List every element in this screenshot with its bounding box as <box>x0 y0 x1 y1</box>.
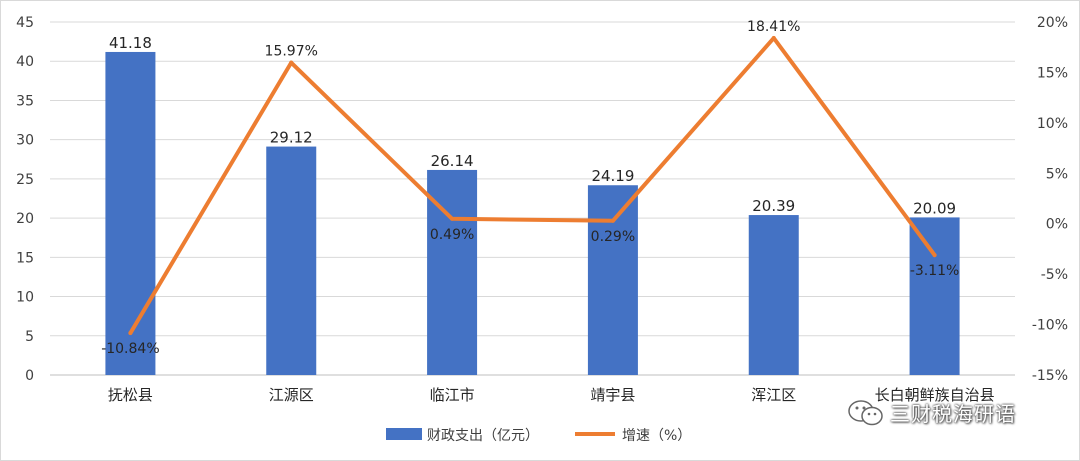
gridlines <box>50 21 1015 376</box>
bar-value-label: 20.39 <box>752 197 795 215</box>
left-tick-label: 15 <box>16 250 34 266</box>
right-tick-label: 0% <box>1046 217 1068 233</box>
right-tick-label: -5% <box>1041 267 1068 283</box>
right-tick-label: 20% <box>1037 15 1068 31</box>
growth-value-label: -10.84% <box>101 341 159 357</box>
growth-value-label: 18.41% <box>747 19 800 35</box>
bar <box>909 217 960 375</box>
growth-value-label: -3.11% <box>910 263 960 279</box>
left-tick-label: 5 <box>25 329 34 345</box>
watermark: 三财税海研语 <box>848 398 1016 427</box>
bar-value-label: 26.14 <box>431 152 474 170</box>
category-label: 抚松县 <box>108 386 153 404</box>
right-tick-label: 5% <box>1046 166 1068 182</box>
growth-value-label: 0.29% <box>591 229 635 245</box>
growth-point <box>128 331 133 336</box>
left-tick-label: 20 <box>16 211 34 227</box>
data-labels: 41.18 29.12 26.14 24.19 20.39 20.09 -10.84% 15.… <box>101 19 959 357</box>
left-tick-label: 30 <box>16 133 34 149</box>
growth-point <box>450 216 455 221</box>
category-label: 浑江区 <box>751 386 796 404</box>
growth-point <box>771 36 776 41</box>
right-tick-label: -10% <box>1032 318 1068 334</box>
bar-value-label: 29.12 <box>270 129 313 147</box>
legend-label-growth: 增速（%） <box>622 428 691 444</box>
growth-point <box>610 218 615 223</box>
category-label: 靖宇县 <box>590 386 635 404</box>
watermark-text: 三财税海研语 <box>890 402 1016 426</box>
category-label: 江源区 <box>269 386 314 404</box>
legend-label-expenditure: 财政支出（亿元） <box>427 428 539 444</box>
bar <box>105 51 156 375</box>
left-tick-label: 35 <box>16 93 34 109</box>
left-tick-label: 40 <box>16 54 34 70</box>
growth-value-label: 0.49% <box>430 227 474 243</box>
right-tick-label: -15% <box>1032 368 1068 384</box>
bar <box>587 185 638 375</box>
left-tick-label: 10 <box>16 290 34 306</box>
legend: 财政支出（亿元） 增速（%） <box>386 428 691 444</box>
growth-value-label: 15.97% <box>265 44 318 60</box>
category-label: 临江市 <box>430 386 475 404</box>
growth-point <box>289 60 294 65</box>
tick-labels: 0 5 10 15 20 25 30 35 40 45 -15% -10% -5% 0% 5% 10% 15% 2… <box>16 15 1068 404</box>
bars <box>105 51 960 375</box>
growth-line-path <box>128 36 937 336</box>
left-tick-label: 0 <box>25 368 34 384</box>
left-tick-label: 45 <box>16 15 34 31</box>
bar <box>748 215 799 375</box>
bar <box>266 146 317 375</box>
bar-value-label: 20.09 <box>913 199 956 217</box>
legend-swatch-expenditure <box>386 428 422 440</box>
growth-point <box>932 253 937 258</box>
bar-value-label: 41.18 <box>109 34 152 52</box>
bar-value-label: 24.19 <box>591 167 634 185</box>
growth-line <box>128 36 937 336</box>
category-label: 长白朝鲜族自治县 <box>875 386 995 404</box>
right-tick-label: 10% <box>1037 116 1068 132</box>
left-tick-label: 25 <box>16 172 34 188</box>
wechat-icon <box>848 399 883 425</box>
right-tick-label: 15% <box>1037 65 1068 81</box>
